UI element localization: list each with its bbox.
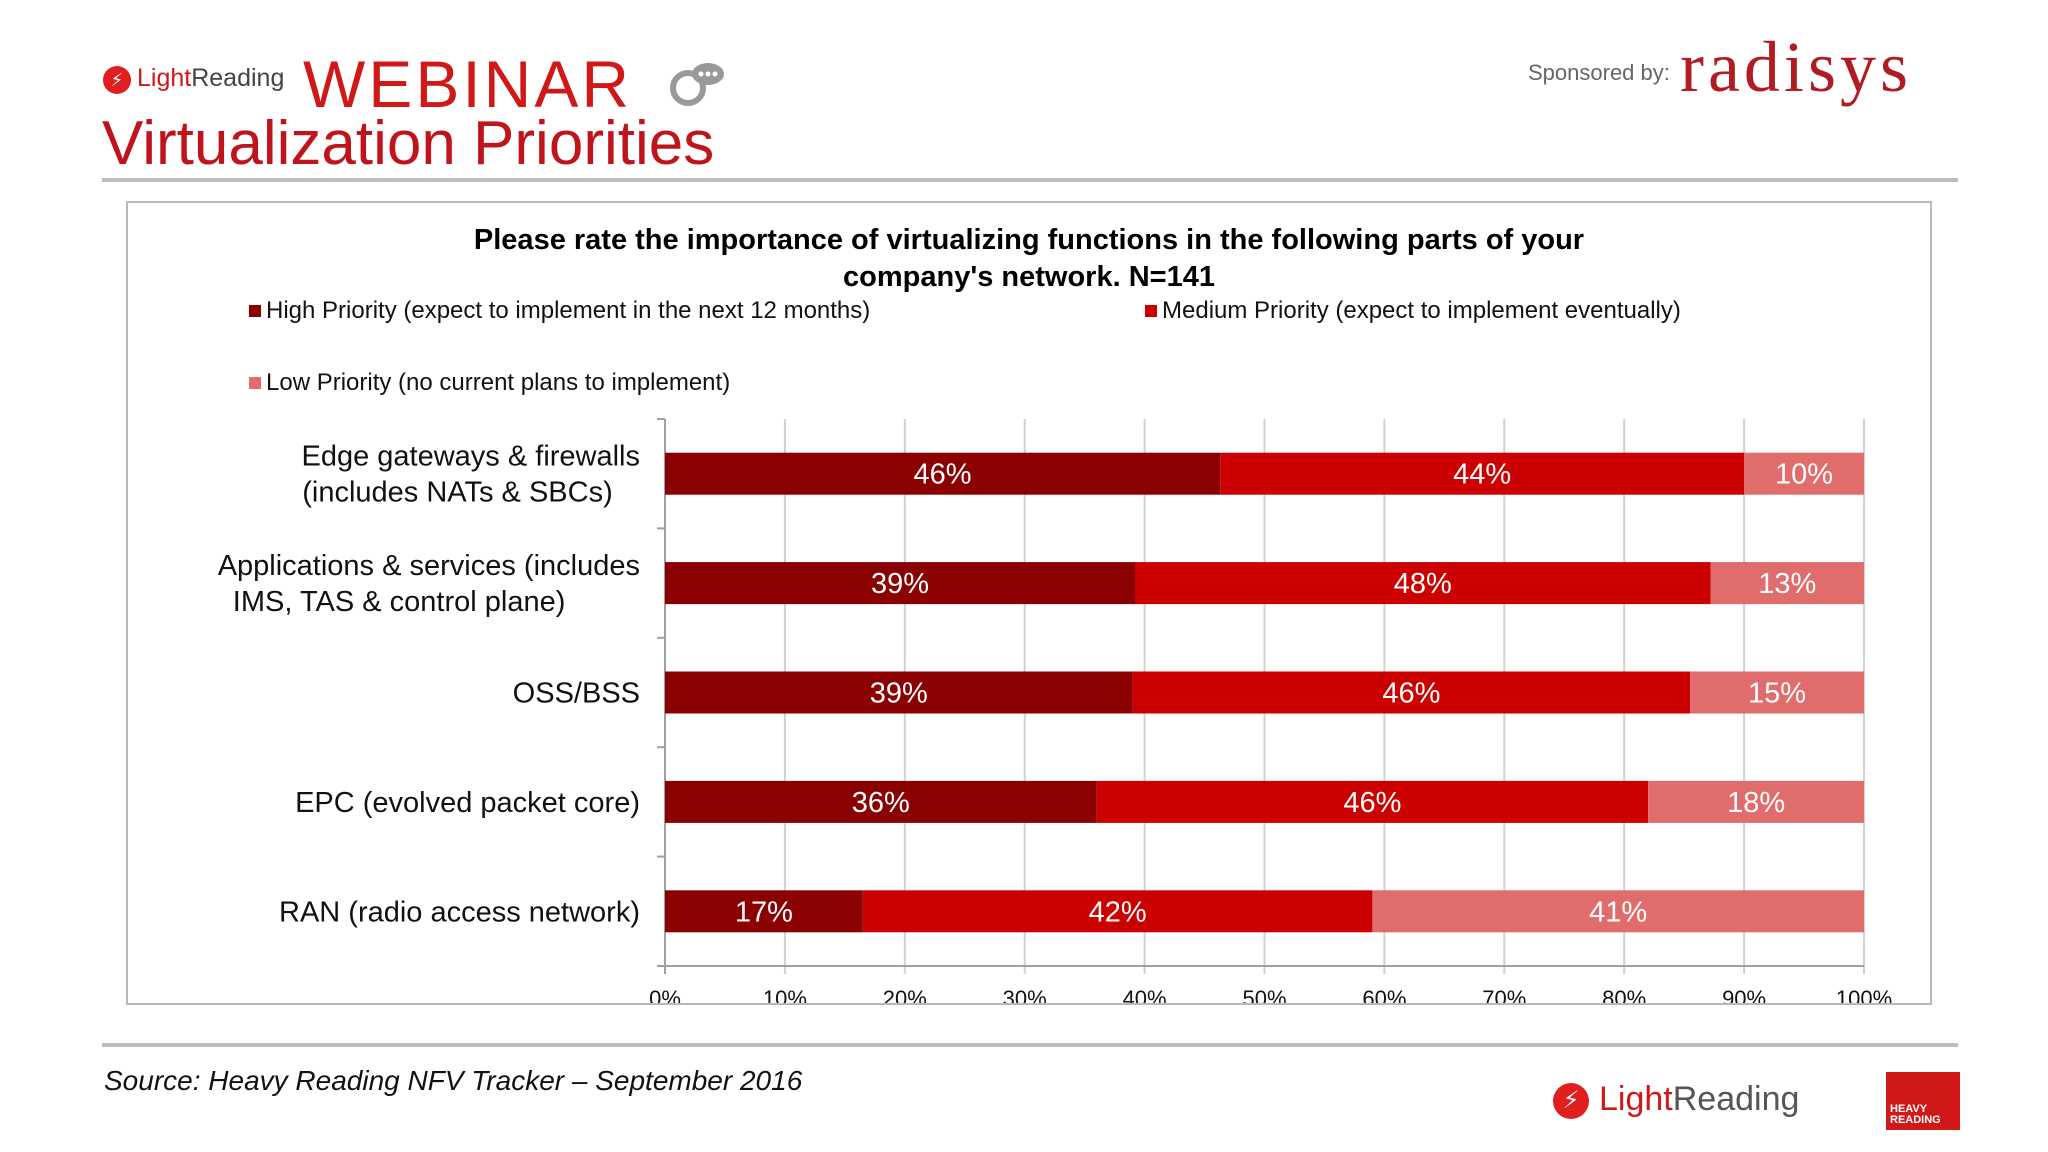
x-tick-label-90: 90% (1722, 986, 1766, 1003)
bar-2-0 (665, 671, 1133, 714)
x-tick-label-0: 0% (649, 986, 681, 1003)
chart-frame: Please rate the importance of virtualizi… (126, 201, 1932, 1011)
stacked-bar-chart: Please rate the importance of virtualizi… (218, 224, 1892, 1011)
page-title: Virtualization Priorities (102, 109, 715, 178)
footer-wordmark: LightReading (1599, 1080, 1800, 1118)
bar-label-0-0: 46% (914, 459, 972, 491)
lightreading-wordmark: LightReading (137, 64, 285, 92)
bar-label-1-2: 13% (1758, 568, 1816, 600)
bar-label-0-2: 10% (1775, 459, 1833, 491)
chart-title-line1: Please rate the importance of virtualizi… (474, 224, 1584, 256)
category-labels: Edge gateways & firewalls (includes NATs … (218, 441, 640, 929)
bar-1-1 (1135, 562, 1711, 605)
category-label-0-0: Edge gateways & firewalls (302, 441, 641, 473)
legend-swatch-1 (1145, 305, 1157, 317)
x-tick-label-70: 70% (1482, 986, 1526, 1003)
heavy-reading-logo: HEAVY READING (1886, 1072, 1960, 1130)
bar-0-1 (1220, 452, 1745, 495)
bar-3-2 (1648, 780, 1864, 823)
bar-label-2-2: 15% (1748, 678, 1806, 710)
bar-label-0-1: 44% (1453, 459, 1511, 491)
category-label-2-0: OSS/BSS (513, 678, 640, 710)
bar-3-0 (665, 780, 1097, 823)
chart-title-line2: company's network. N=141 (843, 261, 1215, 293)
bar-label-3-2: 18% (1727, 787, 1785, 819)
category-label-1-0: Applications & services (includes (218, 550, 640, 582)
bar-label-3-0: 36% (852, 787, 910, 819)
bar-1-2 (1710, 562, 1864, 605)
source-note: Source: Heavy Reading NFV Tracker – Sept… (104, 1065, 803, 1096)
bar-label-2-1: 46% (1382, 678, 1440, 710)
chart-bars: 46% 44% 10% 39% 48% 13% 39% 46% 15% 36% 46% 18% 17% 4… (665, 452, 1864, 933)
bar-4-0 (665, 890, 863, 933)
footer-lightreading-logo: ⚡ LightReading (1553, 1080, 1853, 1120)
legend-label-2: Low Priority (no current plans to implem… (266, 369, 730, 396)
bolt-icon: ⚡ (1553, 1083, 1589, 1119)
bar-2-1 (1132, 671, 1691, 714)
category-label-4-0: RAN (radio access network) (279, 896, 640, 928)
bar-label-4-0: 17% (735, 896, 793, 928)
bar-0-0 (665, 452, 1221, 495)
x-tick-label-60: 60% (1362, 986, 1406, 1003)
bar-label-4-1: 42% (1089, 896, 1147, 928)
bar-0-2 (1744, 452, 1864, 495)
category-label-0-1: (includes NATs & SBCs) (302, 477, 613, 509)
bar-label-3-1: 46% (1343, 787, 1401, 819)
x-tick-label-20: 20% (883, 986, 927, 1003)
x-tick-label-80: 80% (1602, 986, 1646, 1003)
legend-swatch-2 (249, 377, 261, 389)
x-tick-label-30: 30% (1003, 986, 1047, 1003)
chart-legend: High Priority (expect to implement in th… (249, 297, 1681, 396)
header-divider (102, 178, 1958, 182)
bar-label-2-0: 39% (870, 678, 928, 710)
bar-4-1 (862, 890, 1373, 933)
bar-label-4-2: 41% (1589, 896, 1647, 928)
bar-4-2 (1372, 890, 1864, 933)
legend-swatch-0 (249, 305, 261, 317)
webinar-wordmark: WEBINAR (303, 47, 633, 121)
footer-divider (102, 1043, 1958, 1047)
category-label-3-0: EPC (evolved packet core) (295, 787, 640, 819)
x-tick-label-40: 40% (1123, 986, 1167, 1003)
bar-label-1-1: 48% (1394, 568, 1452, 600)
bar-2-2 (1690, 671, 1864, 714)
x-tick-label-10: 10% (763, 986, 807, 1003)
legend-label-1: Medium Priority (expect to implement eve… (1162, 297, 1681, 324)
x-tick-label-50: 50% (1242, 986, 1286, 1003)
bar-label-1-0: 39% (871, 568, 929, 600)
x-axis-tick-labels: 0% 10% 20% 30% 40% 50% 60% 70% 80% 90% 100% (649, 986, 1892, 1011)
category-label-1-1: IMS, TAS & control plane) (233, 586, 566, 618)
bar-1-0 (665, 562, 1136, 605)
sponsor-label: Sponsored by: (1528, 60, 1670, 85)
legend-label-0: High Priority (expect to implement in th… (266, 297, 870, 324)
radisys-logo: radisys (1680, 27, 1912, 107)
chat-bubble-icon (670, 63, 724, 106)
bar-3-1 (1096, 780, 1649, 823)
bolt-icon: ⚡ (103, 66, 131, 94)
x-tick-label-100: 100% (1836, 986, 1892, 1003)
